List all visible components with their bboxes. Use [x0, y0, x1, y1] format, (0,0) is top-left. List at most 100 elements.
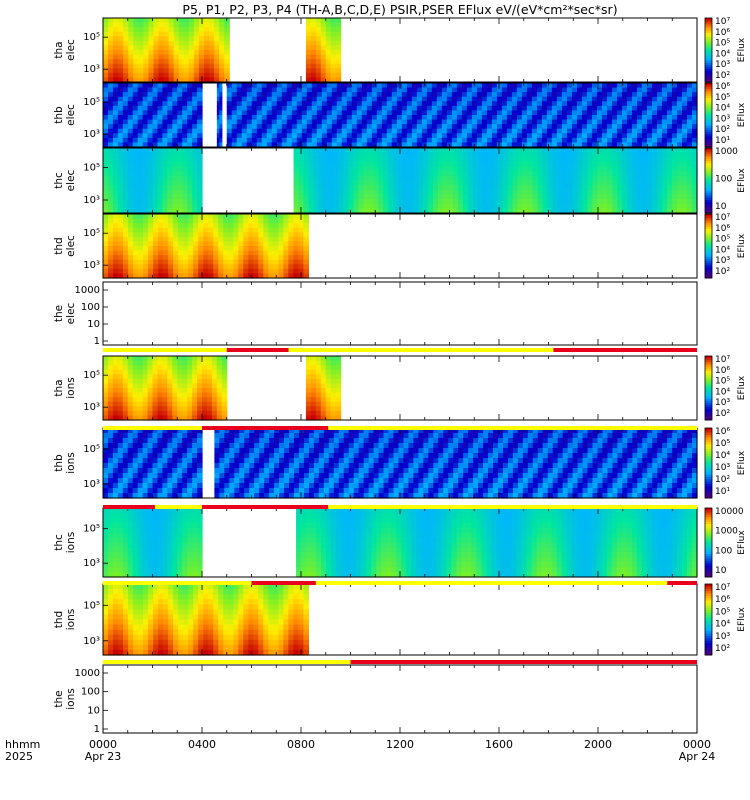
spectrogram-cell: [183, 218, 189, 224]
spectrogram-cell: [471, 124, 478, 130]
spectrogram-cell: [305, 31, 312, 37]
spectrogram-cell: [592, 208, 598, 214]
spectrogram-cell: [632, 148, 638, 154]
spectrogram-cell: [471, 137, 478, 144]
spectrogram-cell: [177, 208, 183, 214]
spectrogram-cell: [657, 152, 663, 158]
spectrogram-cell: [361, 128, 368, 134]
spectrogram-cell: [152, 171, 159, 177]
spectrogram-cell: [346, 115, 353, 121]
spectrogram-cell: [487, 171, 494, 177]
spectrogram-cell: [112, 415, 119, 421]
spectrogram-cell: [442, 152, 449, 158]
spectrogram-cell: [363, 171, 369, 177]
spectrogram-cell: [581, 101, 588, 107]
spectrogram-cell: [296, 110, 303, 116]
spectrogram-cell: [158, 236, 164, 243]
spectrogram-cell: [672, 157, 678, 163]
spectrogram-cell: [491, 105, 498, 112]
spectrogram-cell: [238, 223, 244, 229]
spectrogram-cell: [692, 119, 698, 125]
spectrogram-cell: [142, 203, 149, 209]
spectrogram-cell: [326, 110, 333, 116]
spectrogram-cell: [363, 152, 369, 158]
spectrogram-cell: [148, 264, 154, 270]
spectrogram-cell: [108, 68, 114, 74]
spectrogram-cell: [632, 194, 638, 200]
spectrogram-cell: [133, 36, 139, 42]
spectrogram-cell: [438, 161, 444, 168]
spectrogram-cell: [621, 92, 628, 98]
spectrogram-cell: [197, 171, 203, 177]
spectrogram-cell: [202, 401, 208, 407]
spectrogram-cell: [308, 180, 315, 186]
spectrogram-cell: [228, 268, 234, 275]
spectrogram-cell: [681, 119, 688, 125]
spectrogram-cell: [137, 115, 144, 121]
spectrogram-cell: [328, 180, 335, 186]
spectrogram-cell: [158, 40, 165, 47]
spectrogram-cell: [219, 31, 225, 37]
spectrogram-cell: [546, 133, 553, 139]
spectrogram-cell: [368, 148, 374, 154]
spectrogram-cell: [246, 83, 253, 89]
spectrogram-cell: [516, 83, 523, 89]
spectrogram-cell: [502, 185, 509, 191]
spectrogram-cell: [221, 406, 228, 412]
spectrogram-cell: [172, 166, 178, 172]
spectrogram-cell: [256, 96, 263, 102]
spectrogram-cell: [323, 189, 330, 196]
spectrogram-cell: [651, 101, 658, 107]
spectrogram-cell: [338, 166, 344, 172]
colorbar-label: EFlux: [737, 37, 747, 62]
spectrogram-cell: [187, 87, 193, 93]
spectrogram-cell: [398, 208, 404, 214]
spectrogram-cell: [602, 161, 608, 168]
spectrogram-cell: [172, 378, 178, 385]
spectrogram-cell: [651, 142, 658, 148]
spectrogram-cell: [167, 369, 173, 375]
spectrogram-cell: [531, 115, 538, 121]
spectrogram-cell: [128, 50, 134, 56]
spectrogram-cell: [167, 133, 173, 139]
spectrogram-cell: [671, 137, 678, 144]
spectrogram-cell: [162, 166, 168, 172]
spectrogram-cell: [607, 152, 613, 158]
spectrogram-cell: [481, 110, 488, 116]
spectrogram-cell: [117, 397, 124, 403]
spectrogram-cell: [662, 194, 668, 200]
colorbar-swatch: [705, 368, 712, 372]
spectrogram-cell: [353, 189, 359, 196]
spectrogram-cell: [343, 171, 349, 177]
spectrogram-cell: [482, 180, 489, 186]
spectrogram-cell: [403, 189, 409, 196]
spectrogram-cell: [248, 223, 254, 229]
spectrogram-cell: [137, 83, 144, 89]
spectrogram-cell: [676, 142, 683, 148]
spectrogram-cell: [431, 110, 438, 116]
spectrogram-cell: [256, 133, 263, 139]
colorbar-swatch: [705, 222, 712, 226]
spectrogram-cell: [238, 227, 244, 233]
spectrogram-cell: [157, 383, 163, 389]
spectrogram-cell: [348, 152, 354, 158]
spectrogram-cell: [586, 133, 593, 139]
spectrogram-cell: [276, 101, 283, 107]
spectrogram-cell: [203, 63, 210, 69]
spectrogram-cell: [368, 180, 374, 186]
spectrogram-cell: [206, 369, 213, 375]
spectrogram-cell: [107, 101, 114, 107]
spectrogram-cell: [636, 133, 643, 139]
spectrogram-cell: [168, 227, 174, 233]
spectrogram-cell: [103, 273, 109, 279]
spectrogram-cell: [241, 110, 248, 116]
spectrogram-cell: [177, 119, 183, 125]
spectrogram-cell: [677, 157, 683, 163]
spectrogram-cell: [167, 148, 173, 154]
spectrogram-cell: [246, 119, 253, 125]
spectrogram-cell: [118, 255, 124, 261]
spectrogram-cell: [383, 208, 389, 214]
spectrogram-cell: [298, 241, 305, 247]
spectrogram-cell: [401, 115, 408, 121]
